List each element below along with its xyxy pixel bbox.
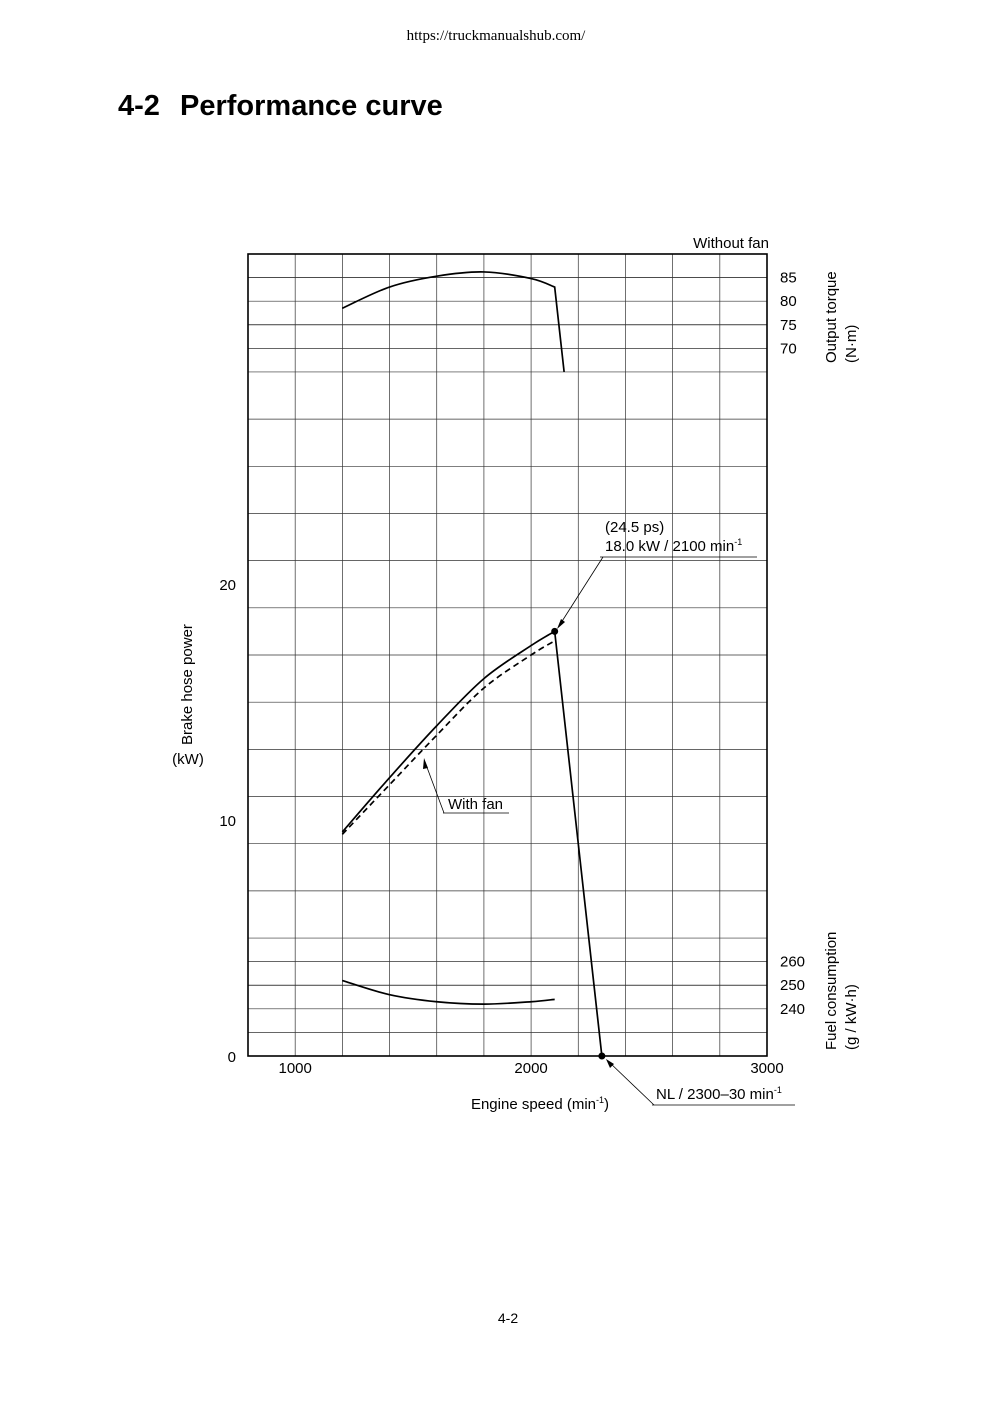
fuel-tick-label: 250	[780, 977, 805, 994]
x-tick-label: 3000	[750, 1060, 783, 1077]
torque-tick-label: 80	[780, 293, 797, 310]
fuel-tick-label: 260	[780, 954, 805, 971]
nl-arrowhead	[606, 1059, 614, 1068]
fuel-tick-label: 240	[780, 1001, 805, 1018]
torque-curve	[342, 271, 565, 373]
peak-power-point	[551, 627, 559, 635]
section-number: 4-2	[118, 90, 160, 122]
nl-label: NL / 2300–30 min-1	[656, 1085, 782, 1103]
fuel-axis-unit: (g / kW·h)	[843, 984, 860, 1050]
plot-frame	[247, 253, 768, 1057]
chart-curves	[341, 271, 606, 1060]
page-number: 4-2	[497, 1310, 519, 1326]
x-tick-label: 2000	[514, 1060, 547, 1077]
power-curve-with-fan	[341, 640, 556, 835]
left-tick-label: 20	[219, 577, 236, 594]
peak-leader	[558, 556, 604, 627]
x-axis-label: Engine speed (min-1)	[471, 1095, 609, 1113]
left-axis-unit: (kW)	[172, 751, 204, 768]
left-tick-label: 0	[228, 1049, 236, 1066]
with-fan-leader	[424, 761, 445, 814]
with-fan-arrowhead	[423, 758, 428, 769]
fuel-curve	[342, 979, 555, 1005]
with-fan-label: With fan	[448, 796, 503, 813]
power-curve	[341, 630, 603, 1057]
torque-axis-label: Output torque	[823, 271, 840, 363]
peak-arrowhead	[557, 619, 565, 629]
fuel-axis-label: Fuel consumption	[823, 932, 840, 1050]
torque-tick-label: 70	[780, 340, 797, 357]
left-axis-label: Brake hose power	[179, 624, 196, 745]
section-heading: 4-2 Performance curve	[118, 90, 443, 123]
chart-grid	[248, 254, 767, 1056]
without-fan-label: Without fan	[693, 235, 769, 252]
section-title: Performance curve	[180, 90, 443, 122]
source-url: https://truckmanualshub.com/	[406, 28, 586, 44]
peak-ps-label: (24.5 ps)	[605, 519, 664, 536]
x-tick-label: 1000	[278, 1060, 311, 1077]
nl-leader	[607, 1060, 655, 1106]
chart-tick-labels: 1000 2000 3000 0 10 20 85 80 75 70 260 250 240	[219, 270, 805, 1077]
left-tick-label: 10	[219, 813, 236, 830]
torque-axis-unit: (N·m)	[843, 325, 860, 363]
no-load-point	[598, 1052, 606, 1060]
torque-tick-label: 75	[780, 317, 797, 334]
peak-label: 18.0 kW / 2100 min-1	[605, 537, 742, 555]
torque-tick-label: 85	[780, 270, 797, 287]
